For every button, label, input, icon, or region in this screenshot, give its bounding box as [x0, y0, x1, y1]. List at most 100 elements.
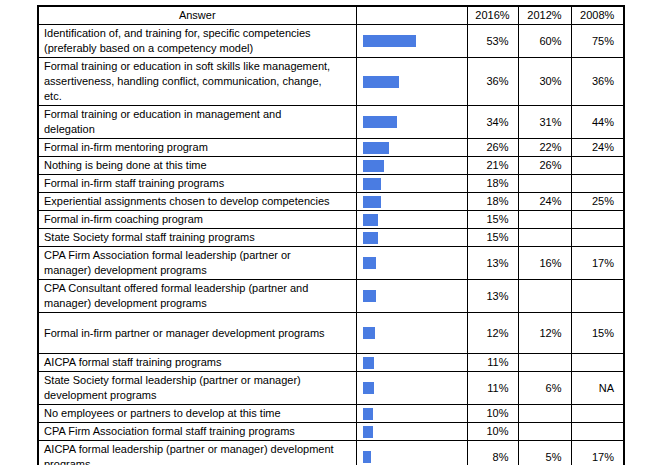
value-2008-cell: 44%	[571, 106, 624, 139]
value-2012-cell: 60%	[518, 25, 571, 58]
data-bar-2016	[363, 451, 371, 463]
value-2008-cell	[571, 175, 624, 193]
value-2016-cell: 34%	[467, 106, 518, 139]
bar-cell	[356, 25, 467, 58]
data-bar-2016	[363, 257, 376, 269]
data-bar-2016	[363, 196, 381, 208]
value-2016-cell: 36%	[467, 58, 518, 106]
bar-cell	[356, 58, 467, 106]
table-row: Formal training or education in manageme…	[38, 106, 624, 139]
value-2008-cell	[571, 280, 624, 313]
value-2012-cell	[518, 280, 571, 313]
value-2012-cell	[518, 405, 571, 423]
value-2016-cell: 12%	[467, 313, 518, 354]
value-2016-cell: 18%	[467, 175, 518, 193]
table-body: Identification of, and training for, spe…	[38, 25, 624, 465]
bar-cell	[356, 157, 467, 175]
value-2016-cell: 11%	[467, 372, 518, 405]
value-2016-cell: 15%	[467, 211, 518, 229]
value-2008-cell: 15%	[571, 313, 624, 354]
answer-cell: Formal in-firm staff training programs	[38, 175, 356, 193]
data-bar-2016	[363, 142, 389, 154]
value-2008-cell	[571, 405, 624, 423]
data-bar-2016	[363, 290, 376, 302]
data-bar-2016	[363, 178, 381, 190]
table-row: Formal in-firm mentoring program26%22%24…	[38, 139, 624, 157]
value-2016-cell: 21%	[467, 157, 518, 175]
value-2008-cell	[571, 157, 624, 175]
col-header-answer: Answer	[38, 6, 356, 25]
value-2012-cell: 6%	[518, 372, 571, 405]
answer-cell: CPA Consultant offered formal leadership…	[38, 280, 356, 313]
table-row: Formal in-firm staff training programs 18…	[38, 175, 624, 193]
table-row: CPA Firm Association formal leadership (…	[38, 247, 624, 280]
value-2016-cell: 53%	[467, 25, 518, 58]
value-2016-cell: 10%	[467, 405, 518, 423]
data-bar-2016	[363, 214, 378, 226]
answer-cell: CPA Firm Association formal leadership (…	[38, 247, 356, 280]
data-bar-2016	[363, 35, 416, 47]
table-row: AICPA formal staff training programs 11%	[38, 354, 624, 372]
bar-cell	[356, 211, 467, 229]
bar-cell	[356, 229, 467, 247]
table-row: Nothing is being done at this time21%26%	[38, 157, 624, 175]
data-bar-2016	[363, 408, 373, 420]
value-2008-cell: 24%	[571, 139, 624, 157]
table-row: CPA Consultant offered formal leadership…	[38, 280, 624, 313]
value-2012-cell	[518, 423, 571, 441]
value-2008-cell: NA	[571, 372, 624, 405]
bar-cell	[356, 175, 467, 193]
bar-cell	[356, 280, 467, 313]
table-row: State Society formal leadership (partner…	[38, 372, 624, 405]
value-2012-cell: 5%	[518, 441, 571, 465]
table-row: Experiential assignments chosen to devel…	[38, 193, 624, 211]
value-2016-cell: 11%	[467, 354, 518, 372]
survey-results-table-canvas: Answer 2016% 2012% 2008% Identification …	[0, 0, 657, 465]
bar-cell	[356, 313, 467, 354]
table-row: State Society formal staff training prog…	[38, 229, 624, 247]
answer-cell: Formal training or education in manageme…	[38, 106, 356, 139]
value-2012-cell	[518, 175, 571, 193]
bar-cell	[356, 441, 467, 465]
data-bar-2016	[363, 76, 399, 88]
data-bar-2016	[363, 232, 378, 244]
value-2016-cell: 15%	[467, 229, 518, 247]
answer-cell: AICPA formal leadership (partner or mana…	[38, 441, 356, 465]
value-2008-cell	[571, 211, 624, 229]
bar-cell	[356, 405, 467, 423]
table-row: No employees or partners to develop at t…	[38, 405, 624, 423]
answer-cell: Experiential assignments chosen to devel…	[38, 193, 356, 211]
table-row: Formal training or education in soft ski…	[38, 58, 624, 106]
value-2012-cell: 26%	[518, 157, 571, 175]
answer-cell: Identification of, and training for, spe…	[38, 25, 356, 58]
answer-cell: Formal in-firm partner or manager develo…	[38, 313, 356, 354]
col-header-2008: 2008%	[571, 6, 624, 25]
table-row: Formal in-firm partner or manager develo…	[38, 313, 624, 354]
value-2008-cell: 75%	[571, 25, 624, 58]
value-2012-cell	[518, 211, 571, 229]
bar-cell	[356, 139, 467, 157]
bar-cell	[356, 423, 467, 441]
col-header-2016: 2016%	[467, 6, 518, 25]
value-2012-cell: 31%	[518, 106, 571, 139]
answer-cell: State Society formal staff training prog…	[38, 229, 356, 247]
bar-cell	[356, 372, 467, 405]
bar-cell	[356, 193, 467, 211]
data-bar-2016	[363, 327, 375, 339]
data-bar-2016	[363, 426, 373, 438]
value-2016-cell: 18%	[467, 193, 518, 211]
value-2008-cell: 25%	[571, 193, 624, 211]
value-2016-cell: 10%	[467, 423, 518, 441]
data-bar-2016	[363, 382, 374, 394]
value-2016-cell: 13%	[467, 280, 518, 313]
value-2016-cell: 26%	[467, 139, 518, 157]
answer-cell: AICPA formal staff training programs	[38, 354, 356, 372]
table-row: AICPA formal leadership (partner or mana…	[38, 441, 624, 465]
value-2012-cell	[518, 354, 571, 372]
value-2012-cell: 16%	[518, 247, 571, 280]
value-2008-cell	[571, 354, 624, 372]
data-bar-2016	[363, 160, 384, 172]
data-bar-2016	[363, 116, 397, 128]
table-row: CPA Firm Association formal staff traini…	[38, 423, 624, 441]
value-2012-cell: 24%	[518, 193, 571, 211]
